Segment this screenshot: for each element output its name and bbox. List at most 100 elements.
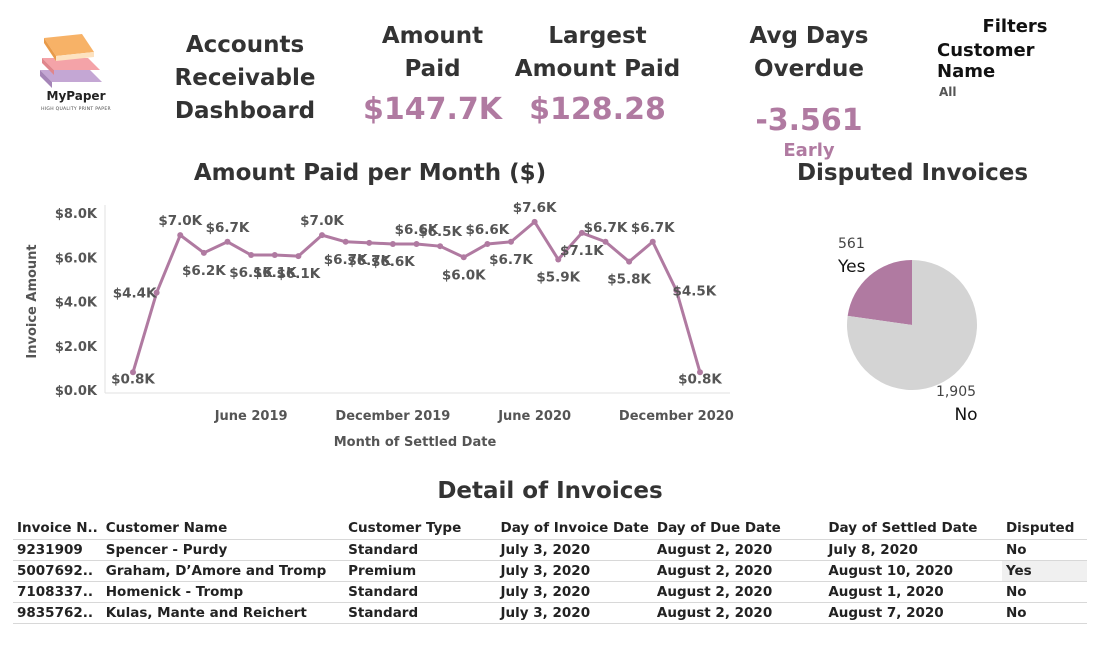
table-cell: August 1, 2020 [824, 581, 1002, 603]
invoice-table-wrap: Invoice N.. Customer Name Customer Type Day… [13, 517, 1087, 624]
data-point [484, 240, 491, 247]
data-point [437, 243, 444, 250]
pie-slice-no[interactable] [847, 260, 977, 390]
line-chart-title: Amount Paid per Month ($) [193, 160, 547, 186]
data-label: $6.7K [584, 220, 628, 236]
data-point [224, 238, 231, 245]
column-header[interactable]: Day of Settled Date [828, 520, 978, 536]
table-row[interactable]: 5007692.. Graham, D’Amore and Tromp Premiu… [13, 560, 1087, 582]
kpi-avg-days-overdue: Avg Days Overdue -3.561 Early [698, 20, 920, 161]
kpi-largest-title2: Amount Paid [514, 56, 681, 82]
data-label: $5.9K [536, 269, 580, 285]
table-cell: August 10, 2020 [824, 560, 1002, 582]
kpi-avg-days-sub: Early [783, 140, 835, 161]
table-cell: August 2, 2020 [652, 602, 825, 624]
table-cell: Kulas, Mante and Reichert [101, 602, 345, 624]
table-cell: Standard [344, 539, 497, 561]
table-row[interactable]: 9231909 Spencer - Purdy Standard July 3, 20… [13, 539, 1087, 561]
data-label: $6.6K [371, 254, 415, 270]
column-header[interactable]: Disputed [1005, 520, 1075, 536]
kpi-avg-days-title: Avg Days Overdue [749, 23, 869, 82]
data-point [531, 218, 538, 225]
data-label: $6.7K [631, 220, 675, 236]
data-label: $7.0K [300, 213, 344, 229]
data-label: $6.7K [206, 220, 250, 236]
data-point [319, 232, 325, 239]
table-cell: No [1001, 581, 1087, 603]
table-cell: 9231909 [13, 539, 102, 561]
data-label: $4.5K [672, 283, 716, 299]
table-cell: Standard [344, 602, 497, 624]
pie-chart-title: Disputed Invoices [796, 160, 1029, 186]
data-point [248, 252, 255, 259]
dashboard-title: Accounts Receivable Dashboard [150, 29, 340, 128]
data-point [697, 369, 703, 376]
logo: MyPaper HIGH QUALITY PRINT PAPER [30, 28, 122, 118]
column-header[interactable]: Day of Due Date [656, 520, 781, 536]
table-cell: July 3, 2020 [496, 560, 653, 582]
kpi-largest-value: $128.28 [529, 92, 666, 127]
column-header[interactable]: Day of Invoice Date [500, 520, 649, 536]
data-point [602, 238, 609, 245]
table-cell: July 3, 2020 [496, 602, 653, 624]
data-point [295, 253, 302, 260]
books-stack-icon [40, 34, 102, 88]
column-header[interactable]: Customer Type [348, 520, 462, 536]
table-cell: Spencer - Purdy [101, 539, 345, 561]
filter-customer-name-value[interactable]: All [939, 85, 957, 99]
data-label: $5.8K [607, 272, 651, 288]
data-label: $6.0K [442, 267, 486, 283]
data-label: $6.7K [489, 252, 533, 268]
data-label: $7.6K [513, 200, 557, 216]
pie-value-label: 561 [838, 236, 865, 252]
logo-tagline: HIGH QUALITY PRINT PAPER [41, 107, 111, 112]
data-point [626, 258, 633, 265]
table-row[interactable]: 9835762.. Kulas, Mante and Reichert Standa… [13, 602, 1087, 624]
kpi-largest-title1: Largest [548, 23, 647, 49]
pie-value-label: 1,905 [936, 384, 976, 400]
kpi-amount-paid-title1: Amount [381, 23, 484, 49]
data-label: $6.7K [347, 253, 391, 269]
table-cell: 7108337.. [13, 581, 102, 603]
kpi-amount-paid-value: $147.7K [362, 92, 502, 127]
table-row[interactable]: 7108337.. Homenick - Tromp Standard July 3,… [13, 581, 1087, 603]
x-tick-label: December 2020 [619, 409, 734, 424]
data-point [342, 238, 349, 245]
column-header[interactable]: Invoice N.. [17, 520, 98, 536]
data-point [508, 238, 514, 245]
logo-brand: MyPaper [46, 89, 106, 103]
data-point [578, 229, 585, 236]
data-label: $6.5K [418, 224, 462, 240]
filter-customer-name-label: Customer Name [937, 40, 1035, 82]
data-label: $6.2K [182, 263, 226, 279]
table-cell: Premium [344, 560, 497, 582]
pie-slice-yes[interactable] [847, 260, 912, 325]
table-cell: Homenick - Tromp [101, 581, 345, 603]
y-tick-label: $4.0K [55, 296, 98, 311]
pie-category-label: No [954, 405, 977, 425]
data-label: $6.6K [395, 222, 439, 238]
data-point [200, 249, 207, 256]
column-header[interactable]: Customer Name [105, 520, 228, 536]
x-tick-label: December 2019 [335, 409, 450, 424]
table-header-row: Invoice N.. Customer Name Customer Type Day… [13, 517, 1087, 540]
kpi-amount-paid: Amount Paid $147.7K [350, 20, 515, 127]
x-tick-label: June 2019 [214, 409, 288, 424]
data-label: $6.1K [253, 265, 297, 281]
x-tick-label: June 2020 [497, 409, 571, 424]
table-cell: July 3, 2020 [496, 581, 653, 603]
filters-title: Filters [982, 16, 1048, 37]
data-point [130, 369, 136, 376]
dashboard-title-line3: Dashboard [174, 98, 316, 124]
line-chart: $0.0K $2.0K $4.0K $6.0K $8.0K June 2019 Decemb… [25, 200, 734, 450]
table-cell: No [1001, 539, 1087, 561]
data-point [673, 287, 680, 294]
y-tick-label: $6.0K [55, 251, 98, 266]
table-cell: Yes [1001, 560, 1087, 582]
dashboard-title-line2: Receivable [174, 65, 316, 91]
data-point [413, 240, 420, 247]
data-point [649, 238, 656, 245]
data-label: $6.1K [276, 266, 320, 282]
table-cell: No [1001, 602, 1087, 624]
kpi-amount-paid-title2: Paid [404, 56, 461, 82]
